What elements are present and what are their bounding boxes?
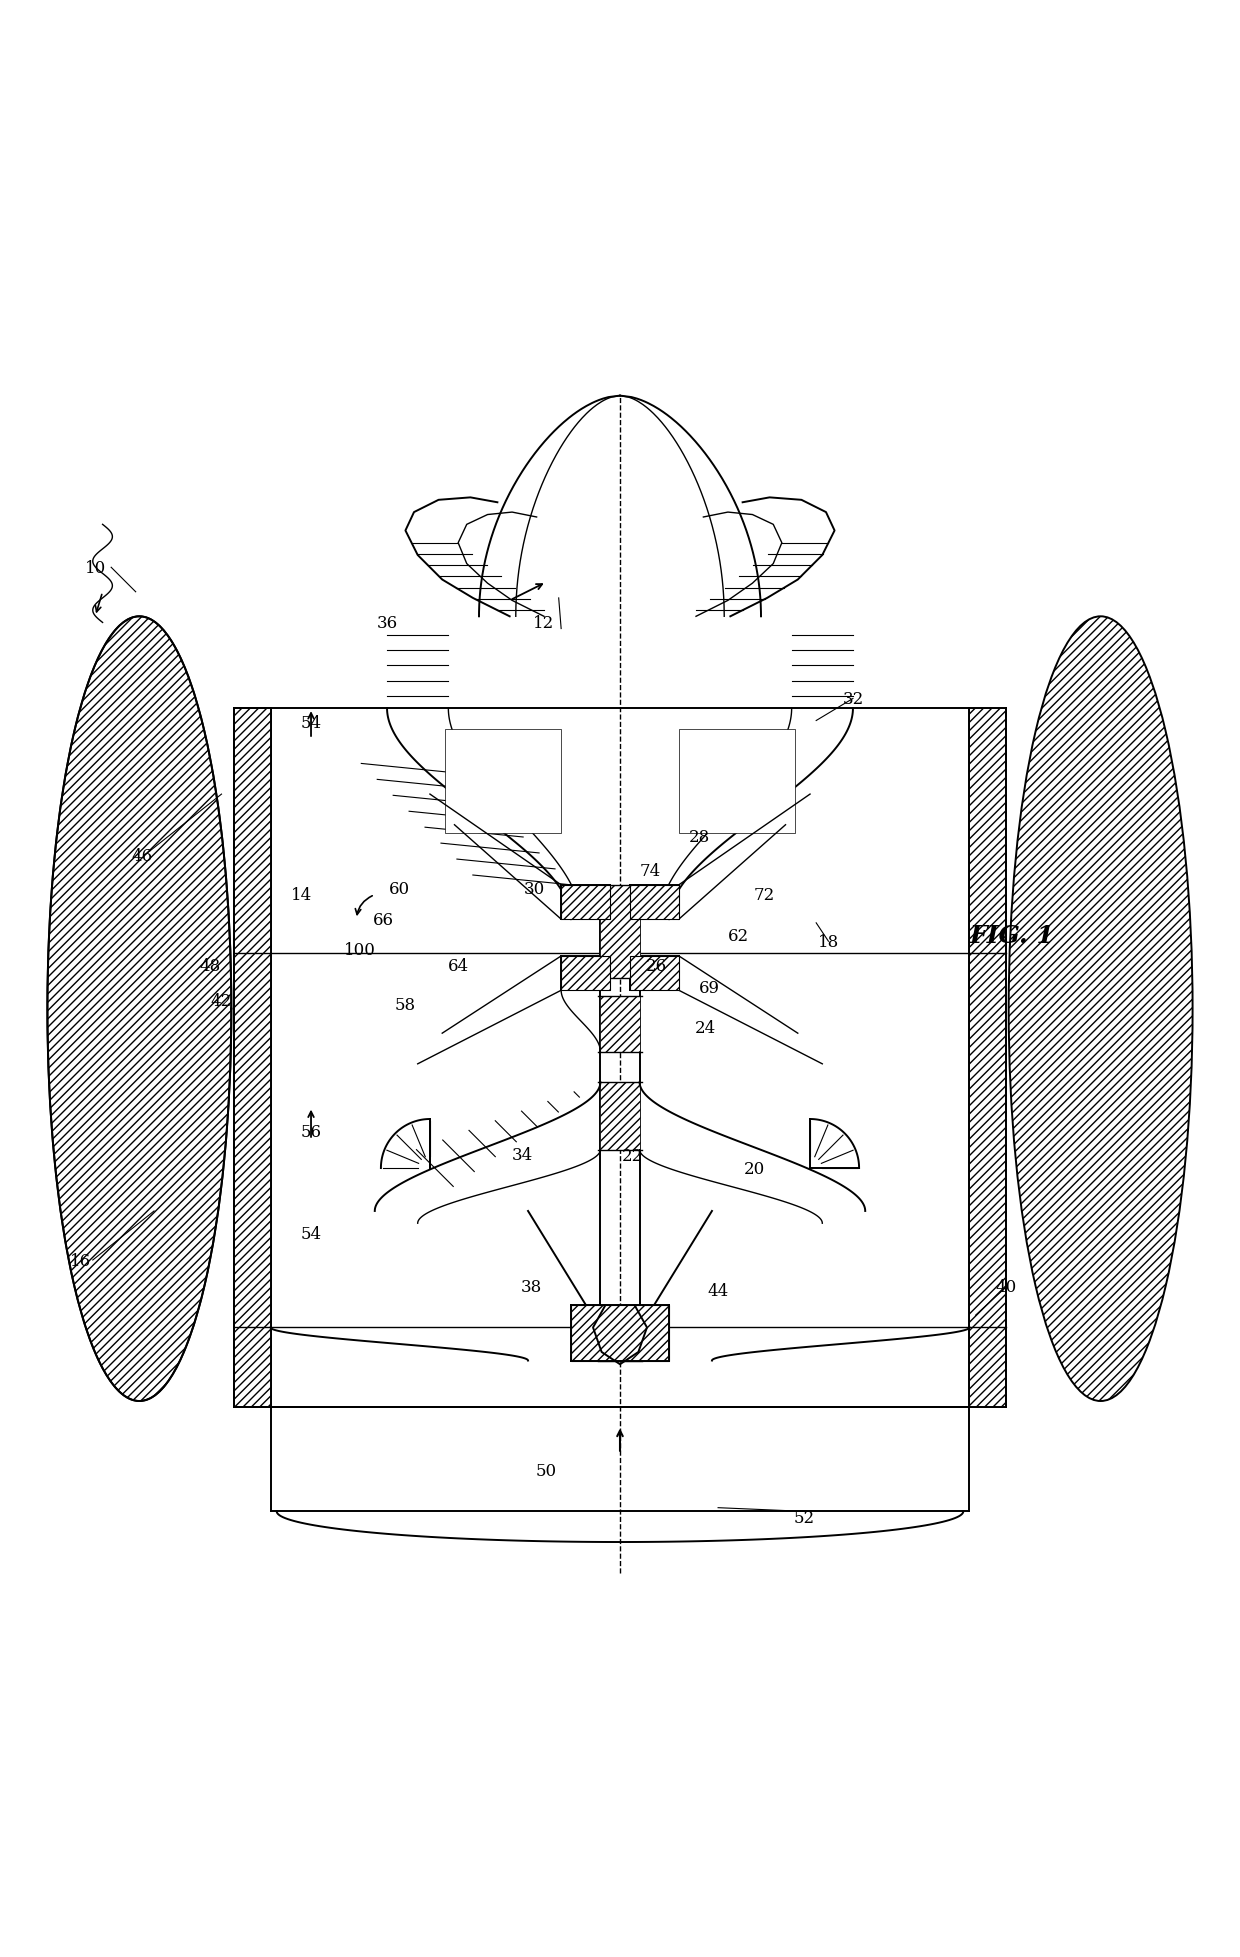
Text: 26: 26 (646, 957, 667, 975)
Text: 60: 60 (388, 881, 410, 898)
Bar (970, 708, 1006, 1407)
Text: 38: 38 (521, 1278, 542, 1296)
Bar (600, 1305, 640, 1360)
Ellipse shape (47, 616, 232, 1401)
Text: 18: 18 (818, 933, 839, 951)
Ellipse shape (1008, 616, 1193, 1401)
Text: 20: 20 (744, 1161, 765, 1176)
Text: 72: 72 (754, 887, 775, 904)
Text: 40: 40 (996, 1278, 1017, 1296)
Text: 10: 10 (84, 560, 105, 577)
Text: 50: 50 (536, 1462, 557, 1479)
Text: 30: 30 (523, 881, 544, 898)
Text: 74: 74 (640, 863, 661, 879)
Text: 42: 42 (211, 992, 232, 1010)
Bar (678, 730, 795, 834)
Text: 58: 58 (394, 996, 415, 1014)
Text: 62: 62 (728, 928, 749, 943)
Bar (630, 885, 678, 920)
Text: 36: 36 (377, 614, 398, 632)
Text: 34: 34 (511, 1147, 532, 1164)
Text: 52: 52 (794, 1509, 815, 1526)
Text: 24: 24 (696, 1020, 717, 1035)
Bar (234, 708, 270, 1407)
Text: 69: 69 (699, 980, 720, 996)
Text: 46: 46 (131, 847, 153, 865)
Text: 28: 28 (689, 830, 711, 845)
Text: 66: 66 (373, 912, 394, 928)
Bar (445, 730, 562, 834)
Bar (562, 957, 610, 990)
Text: 44: 44 (708, 1282, 729, 1299)
Bar (570, 1305, 670, 1360)
Bar (600, 1082, 640, 1151)
Bar (630, 957, 678, 990)
Text: 12: 12 (533, 614, 554, 632)
Text: 16: 16 (69, 1252, 91, 1268)
Text: 54: 54 (300, 714, 321, 732)
Text: 22: 22 (621, 1147, 642, 1164)
Text: 64: 64 (448, 957, 469, 975)
Text: 100: 100 (345, 941, 376, 959)
Text: 54: 54 (300, 1225, 321, 1243)
Bar (600, 996, 640, 1053)
Text: 32: 32 (842, 691, 863, 708)
Bar (562, 885, 610, 920)
Text: 14: 14 (290, 887, 311, 904)
Bar (600, 885, 640, 978)
Text: 48: 48 (200, 957, 221, 975)
Text: FIG. 1: FIG. 1 (970, 924, 1055, 947)
Text: 56: 56 (300, 1123, 321, 1141)
